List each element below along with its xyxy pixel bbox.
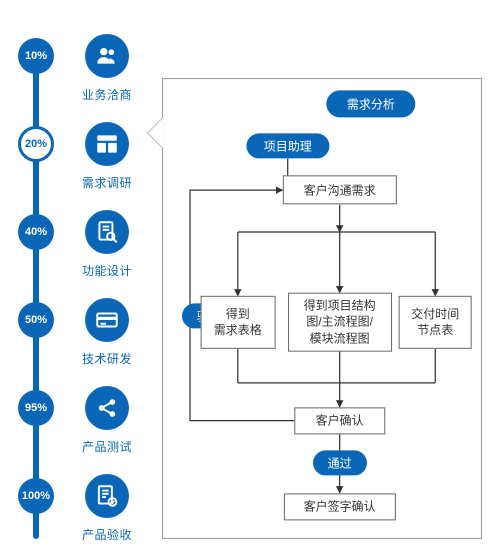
step-label: 功能设计 [82, 262, 132, 279]
flow-pill-pass: 通过 [313, 450, 367, 475]
process-step-list: 业务洽商需求调研功能设计技术研发产品测试产品验收 [68, 18, 146, 557]
flow-pill-title: 需求分析 [326, 91, 415, 118]
progress-timeline: 10% 20% 40% 50% 95% 100% [14, 18, 58, 557]
doc-search-icon [85, 210, 129, 254]
doc-check-icon [85, 474, 129, 518]
milestone-50pct: 50% [18, 302, 54, 338]
step-label: 技术研发 [82, 350, 132, 367]
milestone-95pct: 95% [18, 390, 54, 426]
milestone-40pct: 40% [18, 214, 54, 250]
step-label: 业务洽商 [82, 86, 132, 103]
flow-pill-assistant: 项目助理 [246, 133, 329, 158]
timeline-track [33, 38, 39, 539]
flow-node-schedule: 交付时间 节点表 [399, 296, 472, 348]
step-card: 技术研发 [68, 298, 146, 367]
flow-node-sign: 客户签字确认 [284, 493, 396, 520]
people-icon [85, 34, 129, 78]
flow-node-tables: 得到 需求表格 [200, 296, 275, 348]
flowchart-panel: 需求分析项目助理驳回通过客户沟通需求得到 需求表格得到项目结构 图/主流程图/ … [162, 78, 482, 539]
card-icon [85, 298, 129, 342]
step-doc-search: 功能设计 [68, 210, 146, 279]
flow-node-diagram: 得到项目结构 图/主流程图/ 模块流程图 [288, 293, 392, 352]
milestone-10pct: 10% [18, 38, 54, 74]
layout-icon [85, 122, 129, 166]
milestone-100pct: 100% [18, 478, 54, 514]
step-doc-check: 产品验收 [68, 474, 146, 543]
step-layout: 需求调研 [68, 122, 146, 191]
step-people: 业务洽商 [68, 34, 146, 103]
milestone-20pct: 20% [18, 126, 54, 162]
step-label: 产品验收 [82, 526, 132, 543]
step-label: 需求调研 [82, 174, 132, 191]
share-icon [85, 386, 129, 430]
flow-node-confirm: 客户确认 [294, 407, 385, 434]
step-label: 产品测试 [82, 438, 132, 455]
step-share: 产品测试 [68, 386, 146, 455]
flow-node-communicate: 客户沟通需求 [283, 175, 397, 204]
